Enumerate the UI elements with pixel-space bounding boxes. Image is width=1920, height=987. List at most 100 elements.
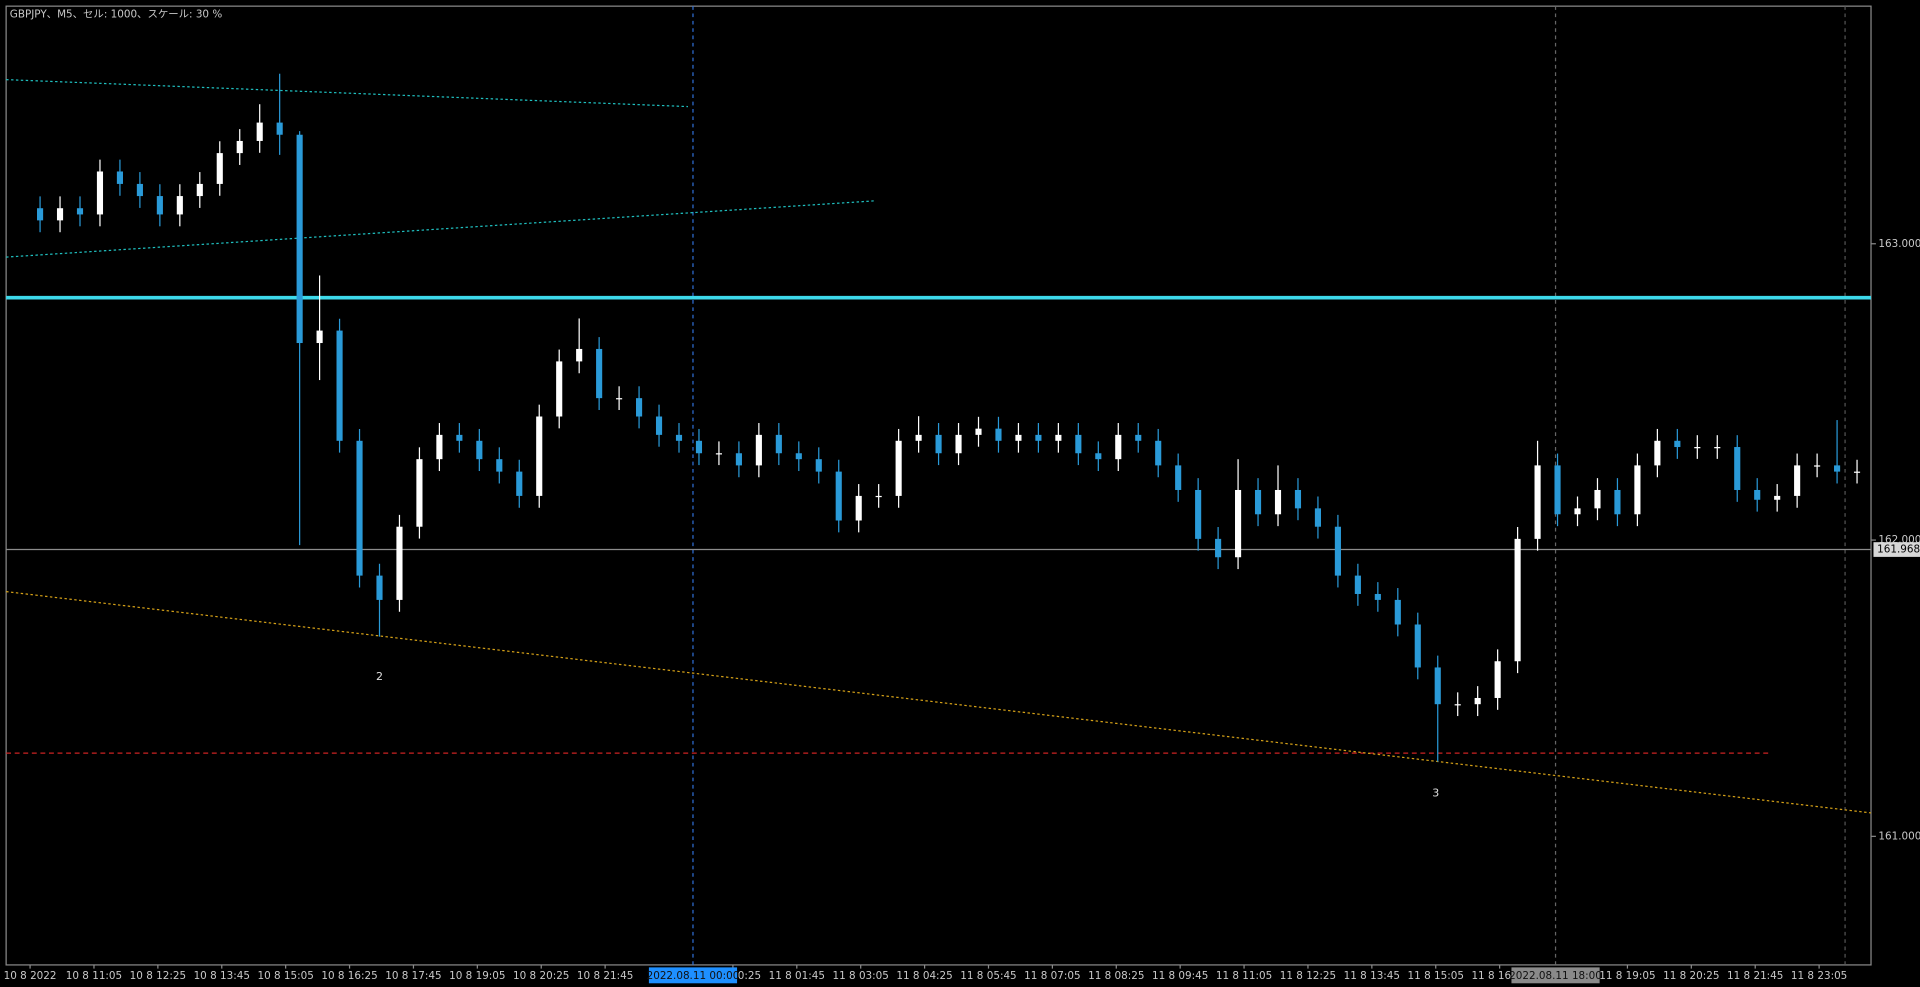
candle-body <box>1614 489 1621 515</box>
candle-body <box>1514 538 1521 662</box>
candle-body <box>236 140 243 154</box>
candle-body <box>1794 465 1801 496</box>
candle-body <box>1494 661 1501 698</box>
candle-body <box>536 416 543 496</box>
x-tick-label: 11 8 08:25 <box>1088 970 1144 982</box>
candle-body <box>895 440 902 496</box>
annotation: 3 <box>1432 786 1439 799</box>
x-tick-label: 11 8 05:45 <box>960 970 1016 982</box>
candle-body <box>396 526 403 600</box>
x-tick-label: 11 8 04:25 <box>896 970 952 982</box>
chart-title: GBPJPY、M5、セル: 1000、スケール: 30 % <box>10 9 223 21</box>
candle-body <box>436 434 443 460</box>
candle-body <box>1354 575 1361 594</box>
candle-body <box>1135 434 1142 441</box>
x-tick-label: 11 8 21:45 <box>1727 970 1783 982</box>
candle-body <box>1015 434 1022 441</box>
candle-body <box>1454 704 1461 706</box>
candle-body <box>1254 489 1262 515</box>
candle-body <box>256 122 263 141</box>
y-tick-label: 163.000 <box>1878 238 1920 250</box>
candle-body <box>456 434 463 441</box>
candle-body <box>975 428 982 435</box>
x-tick-label: 11 8 20:25 <box>1663 970 1719 982</box>
candle-body <box>915 434 922 441</box>
candle-body <box>1674 440 1681 448</box>
candle-body <box>655 416 663 435</box>
candle-body <box>1055 434 1062 441</box>
candle-body <box>616 398 623 400</box>
candle-body <box>1274 489 1282 515</box>
candle-body <box>156 196 163 215</box>
x-tick-label: 10 8 21:45 <box>577 970 633 982</box>
candle-body <box>1394 599 1401 625</box>
candle-body <box>1155 440 1162 466</box>
x-tick-label: 11 8 23:05 <box>1791 970 1847 982</box>
candle-body <box>1714 447 1721 449</box>
x-tick-label: 10 8 12:25 <box>130 970 186 982</box>
candle-body <box>1414 624 1421 668</box>
x-tick-label: 11 8 15:05 <box>1408 970 1464 982</box>
x-tick-label: 10 8 2022 <box>4 970 57 982</box>
price-label-box <box>1873 542 1920 557</box>
candle-body <box>1294 489 1302 509</box>
candle-body <box>216 153 223 184</box>
candle-body <box>37 208 44 221</box>
candle-body <box>596 348 603 399</box>
candle-body <box>296 134 303 344</box>
x-tick-label: 11 8 03:05 <box>833 970 889 982</box>
candle-body <box>1834 465 1841 472</box>
candle-body <box>1474 697 1481 705</box>
x-tick-label: 10 8 17:45 <box>385 970 441 982</box>
candle-body <box>1654 440 1661 466</box>
candle-body <box>336 330 343 441</box>
candle-body <box>775 434 782 454</box>
candle-body <box>56 208 64 221</box>
candle-body <box>955 434 962 454</box>
candle-body <box>735 453 742 466</box>
candle-body <box>855 495 862 521</box>
candle-body <box>1694 447 1701 449</box>
candle-body <box>556 361 563 417</box>
candle-body <box>176 196 183 215</box>
candle-body <box>1774 495 1781 500</box>
plot-border <box>5 5 1872 966</box>
x-tick-label: 10 8 13:45 <box>194 970 250 982</box>
annotation: 2 <box>376 670 383 683</box>
candle-body <box>1095 453 1102 460</box>
candle-body <box>316 330 323 344</box>
candle-body <box>1235 489 1242 558</box>
candle-body <box>116 171 123 184</box>
candle-body <box>815 459 822 472</box>
candle-body <box>516 471 523 496</box>
candle-body <box>935 434 942 454</box>
x-tick-label: 11 8 01:45 <box>769 970 825 982</box>
candle-body <box>356 440 363 576</box>
candle-body <box>795 453 802 460</box>
candle-body <box>875 495 882 498</box>
candle-body <box>1434 667 1441 705</box>
candle-body <box>1814 465 1821 467</box>
candle-body <box>576 348 583 362</box>
time-marker-box <box>648 967 738 984</box>
time-marker-label: 2022.08.11 18:00 <box>1509 970 1602 982</box>
candle-body <box>835 471 842 521</box>
y-tick-label: 161.000 <box>1878 830 1920 842</box>
candle-body <box>196 183 203 197</box>
candle-body <box>1215 538 1222 558</box>
x-tick-label: 10 8 15:05 <box>257 970 313 982</box>
candle-body <box>496 459 503 472</box>
candle-body <box>1115 434 1122 460</box>
x-tick-label: 11 8 12:25 <box>1280 970 1336 982</box>
candle-body <box>1075 434 1082 454</box>
candle-body <box>1374 593 1381 600</box>
candle-body <box>1534 465 1541 539</box>
x-tick-label: 10 8 16:25 <box>321 970 377 982</box>
candle-body <box>1035 434 1042 441</box>
trend-line <box>6 200 876 258</box>
x-tick-label: 11 8 13:45 <box>1344 970 1400 982</box>
candle-body <box>1334 526 1341 576</box>
